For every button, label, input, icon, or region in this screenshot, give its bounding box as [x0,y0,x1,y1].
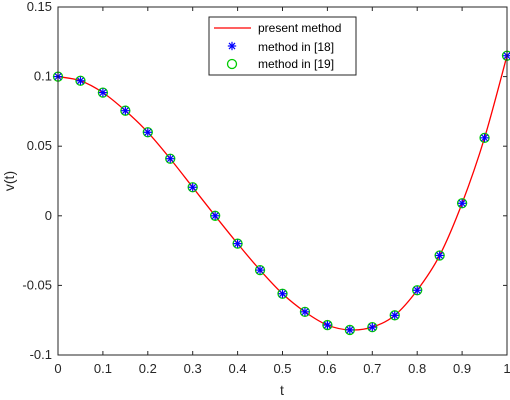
circle-marker-method-19 [344,324,356,336]
legend-asterisk-shape [227,41,237,51]
asterisk-marker-method-18 [480,133,489,143]
legend-label-present-method: present method [258,21,341,35]
circle-marker-method-19 [277,288,288,299]
y-tick-label: 0.05 [27,138,52,153]
circle-marker-method-19 [367,322,378,333]
asterisk-marker-method-18 [323,320,332,330]
asterisk-marker-method-18 [166,154,175,163]
legend-marker-method-18 [227,41,237,51]
asterisk-marker-method-18 [210,211,220,220]
asterisk-marker-method-18 [98,88,108,97]
y-tick-label: 0.1 [34,69,52,84]
series-layer [52,50,510,336]
legend-label-method-18: method in [18] [258,40,334,54]
x-tick-label: 0 [54,361,61,376]
circle-marker-method-19 [97,87,109,98]
circle-marker-method-19 [142,127,153,138]
asterisk-marker-method-18 [368,322,377,332]
asterisk-marker-method-18 [121,106,130,115]
circle-marker-method-19 [254,264,266,276]
circle-marker-method-19 [75,75,86,86]
asterisk-marker-method-18 [457,199,467,208]
x-tick-label: 0.6 [318,361,336,376]
asterisk-marker-method-18 [300,307,310,317]
asterisk-marker-method-18 [188,183,197,192]
legend-marker-method-19 [226,58,238,70]
x-axis-ticks: 0 0.1 0.2 0.3 0.4 0.5 0.6 0.7 0.8 0.9 1 [54,7,510,376]
y-tick-label: -0.1 [30,347,52,362]
circle-marker-method-19 [322,319,333,331]
x-tick-label: 0.5 [273,361,291,376]
plot-frame [57,6,508,356]
asterisk-marker-method-18 [255,265,265,275]
y-tick-label: 0 [45,208,52,223]
circle-marker-method-19 [120,105,131,116]
circle-marker-method-19 [187,182,198,193]
asterisk-marker-method-18 [413,286,422,295]
asterisk-marker-method-18 [345,325,355,335]
x-tick-label: 0.8 [408,361,426,376]
y-axis-ticks: -0.1 -0.05 0 0.05 0.1 0.15 [22,0,507,362]
x-tick-label: 0.3 [184,361,202,376]
circle-marker-method-19 [456,198,468,209]
circle-marker-method-19 [434,250,445,261]
circle-marker-method-19 [299,306,311,317]
x-tick-label: 0.4 [229,361,247,376]
y-tick-label: 0.15 [27,0,52,14]
x-tick-label: 0.1 [94,361,112,376]
x-tick-label: 0.9 [453,361,471,376]
asterisk-marker-method-18 [76,76,85,85]
circle-marker-method-19 [209,210,221,221]
y-tick-label: -0.05 [22,277,52,292]
asterisk-marker-method-18 [390,311,399,320]
legend: present method method in [18] method in … [208,16,357,76]
x-tick-label: 0.2 [139,361,157,376]
y-axis-label: v(t) [1,171,17,191]
asterisk-marker-method-18 [278,289,287,298]
asterisk-marker-method-18 [233,239,242,248]
x-tick-label: 0.7 [363,361,381,376]
x-axis-label: t [280,382,284,398]
asterisk-marker-method-18 [435,251,444,260]
circle-marker-method-19 [232,238,243,249]
asterisk-marker-method-18 [143,128,152,137]
legend-label-method-19: method in [19] [258,57,334,71]
x-tick-label: 1 [503,361,510,376]
circle-marker-method-19 [165,153,176,164]
circle-marker-method-19 [389,310,400,321]
circle-marker-method-19 [479,132,490,143]
circle-marker-method-19 [412,285,423,296]
